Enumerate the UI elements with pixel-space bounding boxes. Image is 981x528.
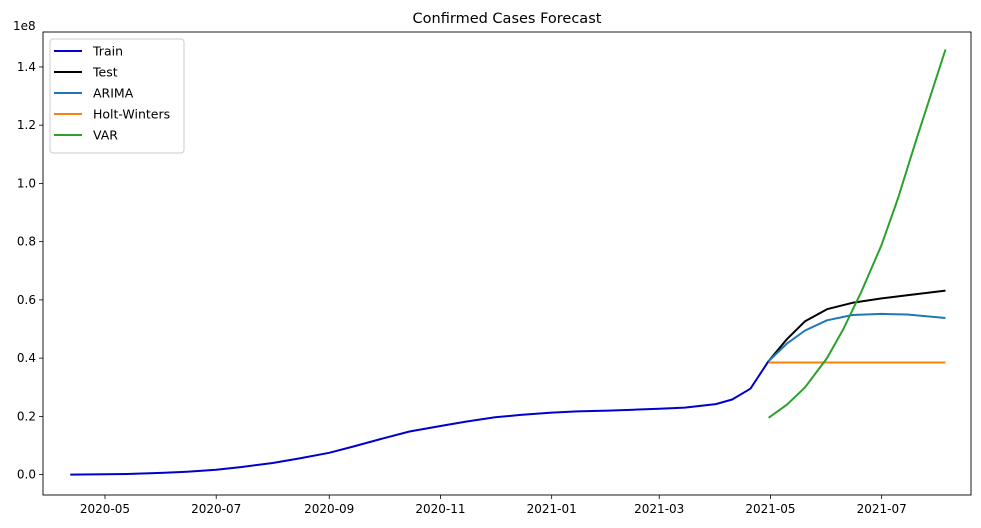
series-line-train xyxy=(70,360,770,476)
legend-label: ARIMA xyxy=(93,86,134,101)
y-tick-label: 1.0 xyxy=(17,176,36,190)
y-axis-offset-label: 1e8 xyxy=(13,19,36,33)
y-tick-label: 0.4 xyxy=(17,351,36,365)
series-line-test xyxy=(767,289,946,362)
y-tick-label: 1.4 xyxy=(17,60,36,74)
x-axis: 2020-05 2020-07 2020-09 2020-11 2021-01 2021-… xyxy=(80,495,907,516)
y-axis: 0.0 0.2 0.4 0.6 0.8 1.0 1.2 1.4 xyxy=(17,60,43,482)
y-tick-label: 1.2 xyxy=(17,118,36,132)
legend-box xyxy=(49,38,185,154)
legend-label: Train xyxy=(92,44,123,59)
x-tick-label: 2020-11 xyxy=(415,502,465,516)
legend-label: Holt-Winters xyxy=(93,107,170,122)
series-line-var xyxy=(768,49,947,419)
x-tick-label: 2020-05 xyxy=(80,502,130,516)
y-tick-label: 0.8 xyxy=(17,235,36,249)
x-tick-label: 2021-07 xyxy=(857,502,907,516)
legend: Train Test ARIMA Holt-Winters VAR xyxy=(49,38,185,154)
x-tick-label: 2021-05 xyxy=(745,502,795,516)
plot-lines xyxy=(70,49,947,476)
x-tick-label: 2021-03 xyxy=(634,502,684,516)
x-tick-label: 2021-01 xyxy=(527,502,577,516)
legend-label: Test xyxy=(92,65,118,80)
legend-label: VAR xyxy=(93,128,118,143)
plot-frame xyxy=(42,31,972,496)
y-tick-label: 0.2 xyxy=(17,409,36,423)
x-tick-label: 2020-07 xyxy=(191,502,241,516)
chart-title: Confirmed Cases Forecast xyxy=(413,11,602,27)
series-line-arima xyxy=(767,312,946,362)
y-tick-label: 0.0 xyxy=(17,468,36,482)
y-tick-label: 0.6 xyxy=(17,293,36,307)
x-tick-label: 2020-09 xyxy=(304,502,354,516)
